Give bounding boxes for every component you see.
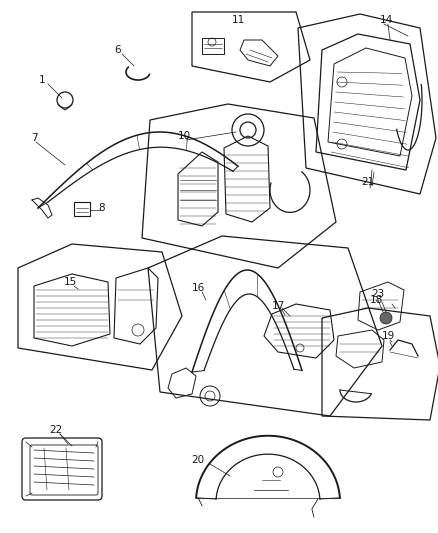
Text: 10: 10 [177, 131, 190, 141]
Text: 19: 19 [381, 331, 394, 341]
Text: 22: 22 [49, 425, 63, 435]
Text: 6: 6 [114, 45, 121, 55]
Text: 7: 7 [31, 133, 37, 143]
Text: 18: 18 [368, 295, 382, 305]
Text: 8: 8 [99, 203, 105, 213]
Text: 14: 14 [378, 15, 392, 25]
Circle shape [379, 312, 391, 324]
Text: 17: 17 [271, 301, 284, 311]
Text: 11: 11 [231, 15, 244, 25]
Text: 21: 21 [360, 177, 374, 187]
Text: 15: 15 [63, 277, 77, 287]
Text: 16: 16 [191, 283, 204, 293]
Text: 20: 20 [191, 455, 204, 465]
Text: 23: 23 [371, 289, 384, 299]
Text: 1: 1 [39, 75, 45, 85]
